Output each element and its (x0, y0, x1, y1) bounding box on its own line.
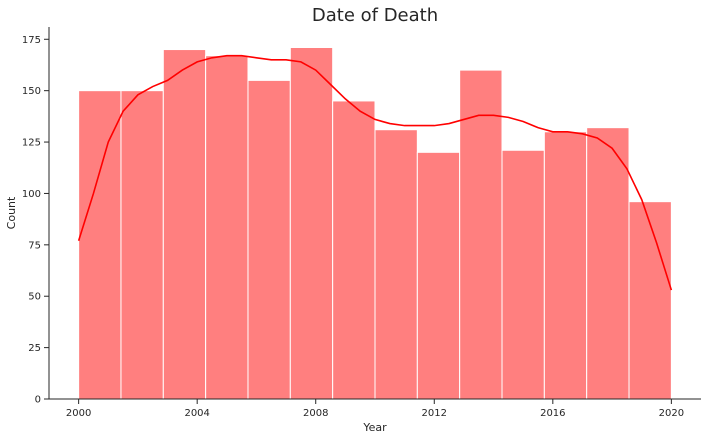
histogram-bar (162, 49, 207, 400)
chart-title: Date of Death (312, 5, 438, 26)
kde-curve (77, 54, 673, 291)
x-tick-label: 2008 (303, 408, 328, 419)
x-tick-label: 2004 (184, 408, 209, 419)
y-axis-ticks: 0 25 50 75 100 125 150 175 (22, 35, 49, 406)
histogram-bar (289, 47, 334, 400)
histogram-bar (628, 201, 672, 400)
histogram-bar (586, 127, 630, 400)
histogram-bar (120, 90, 164, 400)
histogram-bar (247, 79, 291, 400)
y-tick-label: 175 (22, 35, 41, 46)
x-tick-label: 2016 (540, 408, 565, 419)
histogram-bar (501, 149, 545, 400)
x-axis-ticks: 2000 2004 2008 2012 2016 2020 (66, 399, 684, 419)
y-axis-label: Count (5, 196, 18, 229)
y-tick-label: 150 (22, 86, 41, 97)
histogram-bar (543, 131, 588, 400)
histogram-bar (459, 69, 503, 400)
x-tick-label: 2012 (422, 408, 447, 419)
histogram-bar (374, 129, 418, 400)
y-tick-label: 0 (35, 395, 41, 406)
y-tick-label: 50 (28, 292, 41, 303)
y-tick-label: 75 (28, 240, 41, 251)
histogram-bar (416, 151, 461, 400)
y-tick-label: 25 (28, 343, 41, 354)
bars-group (78, 47, 672, 400)
x-tick-label: 2020 (659, 408, 684, 419)
x-tick-label: 2000 (66, 408, 91, 419)
y-tick-label: 125 (22, 138, 41, 149)
x-axis-label: Year (362, 421, 387, 434)
y-tick-label: 100 (22, 189, 41, 200)
histogram-bar (332, 100, 376, 400)
histogram-bar (205, 55, 249, 400)
histogram-bar (78, 90, 122, 400)
